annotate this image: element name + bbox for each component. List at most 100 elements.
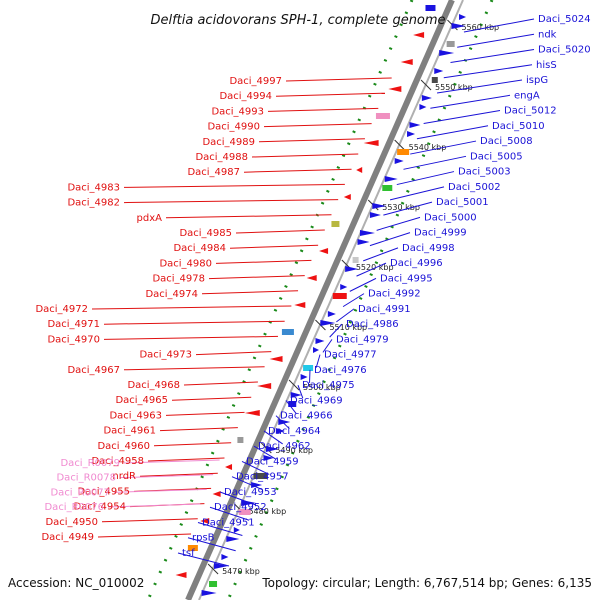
forward-gene-arrow (213, 563, 228, 569)
gene-label: Daci_R0078 (56, 473, 116, 484)
leader-line (436, 79, 523, 94)
gene-label: Daci_5005 (470, 151, 523, 162)
gene-label: Daci_5020 (538, 45, 591, 56)
leader-line (97, 533, 192, 538)
forward-gene-arrow (372, 203, 387, 209)
gene-label: Daci_4966 (280, 411, 333, 422)
leader-line (147, 457, 225, 462)
leader-line (450, 49, 535, 64)
gene-label: Daci_4949 (41, 532, 94, 543)
forward-gene-arrow (357, 239, 370, 245)
gene-label: Daci_4987 (187, 167, 240, 178)
leader-line-group (91, 18, 535, 567)
reverse-gene-arrow (400, 59, 413, 65)
reverse-gene-arrow (244, 410, 260, 416)
leader-line (258, 138, 365, 143)
gene-block (382, 185, 393, 191)
reverse-gene-arrow (269, 356, 283, 362)
genome-backbone (185, 0, 455, 600)
leader-line (165, 411, 245, 416)
leader-line (275, 92, 386, 97)
gene-block (253, 473, 268, 479)
forward-gene-arrow (275, 428, 285, 434)
gene-label: Daci_5010 (492, 121, 545, 132)
gene-label: Daci_4965 (115, 395, 168, 406)
kbp-tick-label: 5500 kbp (303, 383, 341, 392)
kbp-tick-mark (420, 79, 432, 91)
gene-block (425, 5, 436, 11)
leader-line (153, 442, 232, 447)
kbp-tick-mark (207, 563, 219, 575)
gene-label: Daci_4955 (77, 486, 130, 497)
gene-block (187, 545, 198, 551)
leader-line (251, 153, 359, 158)
gene-label: Daci_4973 (139, 350, 192, 361)
leader-line (177, 552, 230, 567)
leader-line (416, 125, 489, 140)
gene-label: Daci_4974 (145, 289, 198, 300)
leader-line (107, 503, 201, 508)
leader-line (363, 247, 399, 262)
leader-line (219, 491, 256, 506)
leader-line (315, 354, 321, 368)
gene-label: Daci_4969 (290, 395, 343, 406)
gene-label: Daci_5000 (424, 212, 477, 223)
forward-gene-arrow (327, 311, 336, 317)
leader-line (113, 488, 207, 493)
leader-line (201, 290, 299, 295)
topology-text: Topology: circular; Length: 6,767,514 bp… (261, 576, 592, 590)
forward-gene-arrow (407, 131, 416, 137)
gene-label: Daci_4982 (67, 198, 120, 209)
gene-label: Daci_4971 (47, 319, 100, 330)
reverse-gene-arrow (363, 140, 379, 146)
forward-gene-arrow (419, 104, 427, 110)
gene-label: Daci_4985 (179, 228, 232, 239)
gene-block (303, 365, 314, 371)
gene-label: Daci_4951 (202, 517, 255, 528)
leader-line (263, 123, 372, 128)
gene-label: Daci_5012 (504, 106, 557, 117)
forward-gene-arrow (439, 50, 455, 56)
leader-line (430, 94, 511, 109)
forward-gene-arrow (315, 338, 325, 344)
leader-line (285, 400, 297, 414)
gene-label: Daci_4984 (173, 243, 226, 254)
forward-gene-arrow (345, 266, 359, 272)
gene-label: Daci_4996 (390, 258, 443, 269)
gene-label: Daci_4962 (258, 441, 311, 452)
leader-line (241, 461, 270, 475)
leader-line (103, 335, 278, 340)
gene-block (446, 41, 455, 47)
gene-block (352, 257, 359, 263)
reverse-gene-arrow (388, 86, 402, 92)
forward-gene-arrow (359, 230, 375, 236)
gene-label: Daci_4963 (109, 410, 162, 421)
reverse-strand-guide (146, 0, 414, 600)
gene-block (332, 293, 347, 299)
leader-line (243, 168, 352, 173)
gene-label: Daci_4970 (47, 334, 100, 345)
leader-line (275, 415, 290, 430)
leader-line (195, 351, 272, 356)
gene-label: Daci_4950 (45, 517, 98, 528)
reverse-gene-arrow (294, 302, 306, 308)
leader-line (187, 537, 236, 552)
gene-block (288, 401, 297, 407)
leader-line (123, 366, 265, 371)
gene-label: Daci_4988 (195, 152, 248, 163)
gene-label: nrdR (112, 471, 136, 482)
gene-label: Daci_4972 (35, 304, 88, 315)
gene-block (375, 113, 390, 119)
reverse-gene-arrow (225, 464, 233, 470)
leader-line (103, 320, 285, 325)
gene-label: Daci_4980 (159, 258, 212, 269)
map-title: Delftia acidovorans SPH-1, complete geno… (150, 13, 445, 28)
kbp-tick-label: 5480 kbp (248, 507, 286, 516)
gene-label: Daci_4995 (380, 273, 433, 284)
gene-label: Daci_4978 (152, 274, 205, 285)
forward-gene-arrow (313, 347, 319, 353)
reverse-gene-arrow (306, 275, 317, 281)
forward-gene-arrow (459, 14, 467, 20)
kbp-tick-label: 5470 kbp (222, 567, 260, 576)
